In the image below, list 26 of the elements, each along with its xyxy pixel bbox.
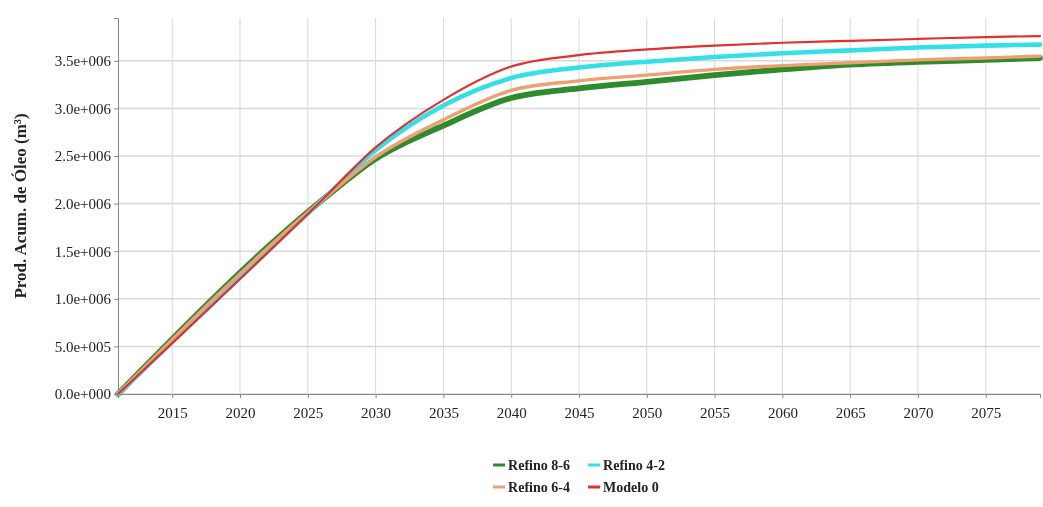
y-tick-label: 3.5e+006 <box>54 53 112 70</box>
x-tick-label: 2015 <box>157 404 188 421</box>
y-tick-label: 3.0e+006 <box>54 100 112 117</box>
y-tick-label: 2.0e+006 <box>54 195 112 212</box>
x-tick-label: 2025 <box>293 404 324 421</box>
y-tick-label: 0.0e+000 <box>54 386 111 403</box>
x-tick-label: 2055 <box>700 404 731 421</box>
legend-label: Modelo 0 <box>603 480 659 495</box>
y-tick-label: 1.5e+006 <box>54 243 112 260</box>
x-tick-label: 2040 <box>496 404 527 421</box>
x-tick-label: 2050 <box>632 404 663 421</box>
x-tick-label: 2035 <box>428 404 459 421</box>
x-tick-label: 2060 <box>767 404 798 421</box>
y-axis-title: Prod. Acum. de Óleo (m³) <box>11 113 30 299</box>
x-tick-label: 2030 <box>361 404 392 421</box>
legend-label: Refino 6-4 <box>508 480 570 495</box>
y-tick-label: 5.0e+005 <box>54 338 111 355</box>
legend-label: Refino 8-6 <box>508 458 570 473</box>
y-tick-label: 1.0e+006 <box>54 291 112 308</box>
x-tick-label: 2065 <box>835 404 866 421</box>
x-tick-label: 2045 <box>564 404 595 421</box>
legend-label: Refino 4-2 <box>603 458 665 473</box>
x-tick-label: 2020 <box>225 404 256 421</box>
x-tick-label: 2070 <box>903 404 934 421</box>
x-tick-label: 2075 <box>971 404 1002 421</box>
y-tick-label: 2.5e+006 <box>54 148 112 165</box>
